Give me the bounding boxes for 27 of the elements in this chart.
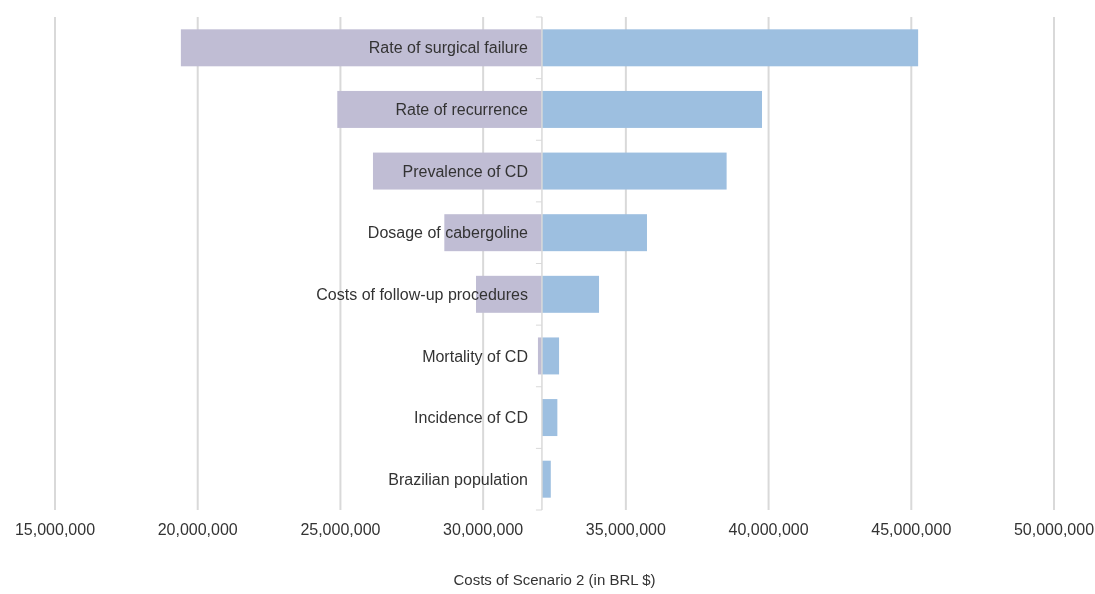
x-tick-label: 15,000,000 [14,521,96,538]
x-tick-label: 35,000,000 [585,521,666,538]
bar [180,29,542,67]
y-tick-label: Dosage of cabergoline [367,224,529,242]
y-tick-label: Prevalence of CD [402,162,528,180]
bar [337,90,542,128]
y-tick-label: Rate of surgical failure [368,39,529,57]
y-tick-label: Brazilian population [388,470,528,488]
x-tick-label: 40,000,000 [728,521,809,538]
bar [541,152,727,190]
bar [541,214,647,252]
bar [541,90,763,128]
y-tick-label: Costs of follow-up procedures [316,285,528,303]
bar [541,29,919,67]
x-tick-label: 50,000,000 [1013,521,1095,538]
bar [541,460,551,498]
y-tick-label: Mortality of CD [422,347,528,365]
bar [541,275,600,313]
x-tick-label: 20,000,000 [157,521,238,538]
x-axis-title: Costs of Scenario 2 (in BRL $) [453,571,656,588]
x-tick-label: 25,000,000 [300,521,381,538]
y-tick-label: Rate of recurrence [395,101,529,119]
x-tick-label: 45,000,000 [871,521,952,538]
x-tick-label: 30,000,000 [443,521,524,538]
y-tick-label: Incidence of CD [414,409,528,427]
bar [541,399,558,437]
bar [541,337,560,375]
